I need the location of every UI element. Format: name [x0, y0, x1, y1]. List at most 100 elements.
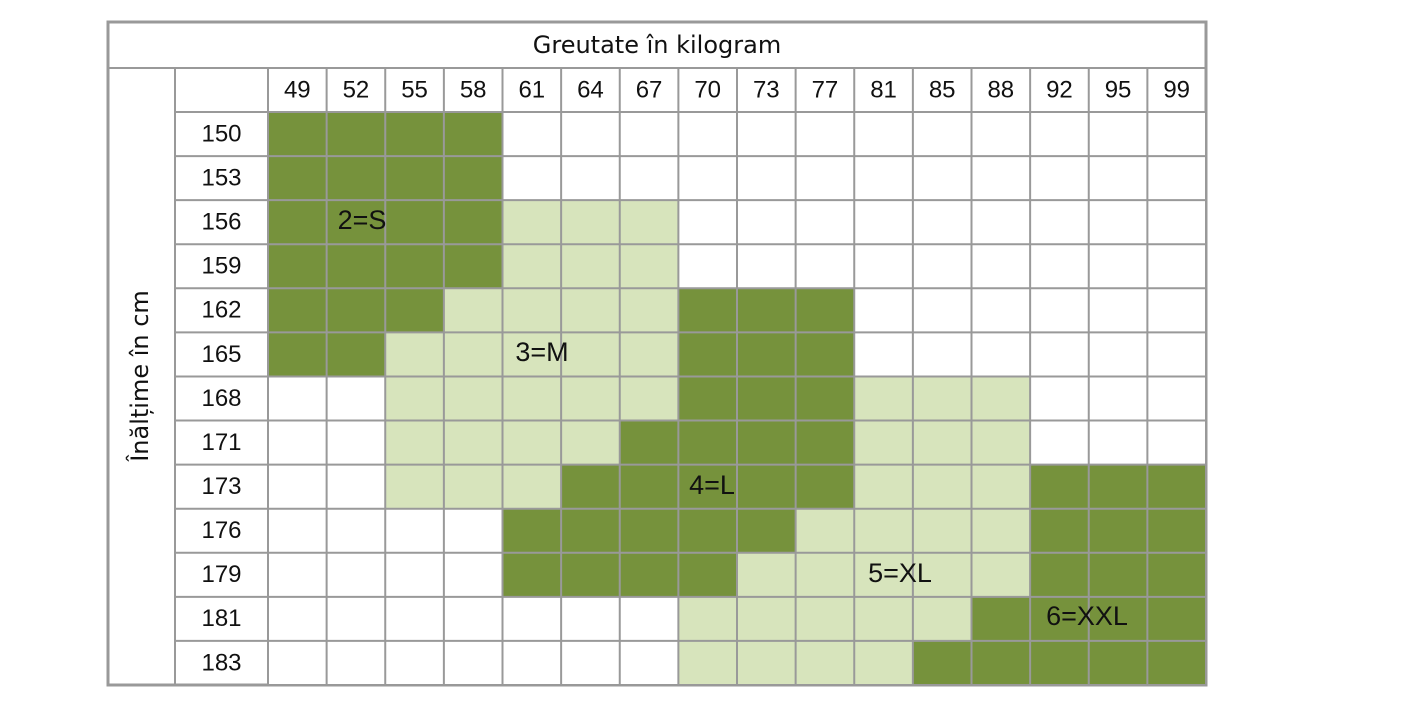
size-cell	[326, 288, 386, 333]
size-cell	[678, 464, 737, 509]
size-cell	[619, 596, 679, 641]
size-cell	[268, 596, 327, 641]
size-cell	[268, 640, 327, 685]
size-cell	[854, 640, 913, 685]
size-cell	[795, 112, 855, 157]
weight-header: 88	[987, 76, 1014, 103]
size-cell	[502, 508, 562, 553]
size-cell	[1147, 640, 1206, 685]
size-cell	[502, 596, 562, 641]
size-cell	[268, 376, 327, 421]
size-cell	[1030, 640, 1089, 685]
size-cell	[561, 420, 620, 465]
size-cell	[971, 332, 1031, 377]
size-cell	[1030, 156, 1089, 201]
zone-label: 3=M	[515, 337, 568, 367]
size-cell	[443, 640, 503, 685]
size-cell	[795, 420, 855, 465]
size-cell	[912, 508, 972, 553]
size-cell	[619, 244, 679, 289]
size-cell	[795, 244, 855, 289]
size-cell	[854, 200, 913, 245]
size-cell	[1147, 596, 1206, 641]
size-cell	[502, 552, 562, 597]
size-cell	[854, 376, 913, 421]
size-cell	[268, 508, 327, 553]
size-cell	[1147, 112, 1206, 157]
size-cell	[385, 332, 444, 377]
size-cell	[443, 464, 503, 509]
size-cell	[1147, 244, 1206, 289]
size-cell	[971, 244, 1031, 289]
size-cell	[971, 200, 1031, 245]
size-cell	[1147, 464, 1206, 509]
size-cell	[385, 200, 444, 245]
size-cell	[971, 376, 1031, 421]
size-cell	[502, 376, 562, 421]
size-cell	[1030, 376, 1089, 421]
size-cell	[1030, 244, 1089, 289]
size-cell	[561, 200, 620, 245]
size-cell	[561, 376, 620, 421]
weight-header: 77	[812, 76, 839, 103]
size-cell	[502, 332, 562, 377]
size-cell	[619, 552, 679, 597]
size-cell	[443, 288, 503, 333]
size-cell	[385, 420, 444, 465]
weight-header: 49	[284, 76, 311, 103]
zone-label: 4=L	[689, 470, 735, 500]
weight-header: 99	[1163, 76, 1190, 103]
height-header: 179	[201, 561, 241, 588]
size-cell	[678, 552, 737, 597]
weight-header: 92	[1046, 76, 1073, 103]
size-cell	[619, 200, 679, 245]
size-cell	[443, 508, 503, 553]
size-cell	[912, 112, 972, 157]
zone-label: 6=XXL	[1046, 601, 1128, 631]
size-cell	[1088, 464, 1148, 509]
size-cell	[678, 508, 737, 553]
size-cell	[678, 112, 737, 157]
size-cell	[619, 288, 679, 333]
size-cell	[854, 420, 913, 465]
size-cell	[561, 244, 620, 289]
size-cell	[971, 288, 1031, 333]
size-cell	[1030, 596, 1089, 641]
size-cell	[385, 244, 444, 289]
weight-header: 85	[929, 76, 956, 103]
size-cell	[795, 508, 855, 553]
size-cell	[385, 552, 444, 597]
size-cell	[1030, 420, 1089, 465]
size-cell	[326, 508, 386, 553]
size-cell	[326, 200, 386, 245]
height-header: 159	[201, 253, 241, 280]
size-cell	[737, 244, 796, 289]
size-cell	[678, 288, 737, 333]
size-cell	[561, 552, 620, 597]
weight-header: 55	[401, 76, 428, 103]
size-cell	[971, 464, 1031, 509]
size-cell	[678, 596, 737, 641]
size-cell	[1030, 508, 1089, 553]
size-cell	[1088, 376, 1148, 421]
size-cell	[737, 112, 796, 157]
size-cell	[385, 508, 444, 553]
weight-header: 58	[460, 76, 487, 103]
height-header: 156	[201, 209, 241, 236]
size-cell	[971, 112, 1031, 157]
size-cell	[678, 420, 737, 465]
size-cell	[1147, 552, 1206, 597]
size-cell	[326, 464, 386, 509]
size-cell	[326, 156, 386, 201]
size-cell	[443, 420, 503, 465]
height-header: 168	[201, 385, 241, 412]
size-cell	[326, 112, 386, 157]
size-cell	[385, 376, 444, 421]
height-header: 173	[201, 473, 241, 500]
height-header: 153	[201, 164, 241, 191]
size-cell	[561, 640, 620, 685]
size-cell	[854, 112, 913, 157]
size-cell	[737, 332, 796, 377]
size-cell	[678, 376, 737, 421]
